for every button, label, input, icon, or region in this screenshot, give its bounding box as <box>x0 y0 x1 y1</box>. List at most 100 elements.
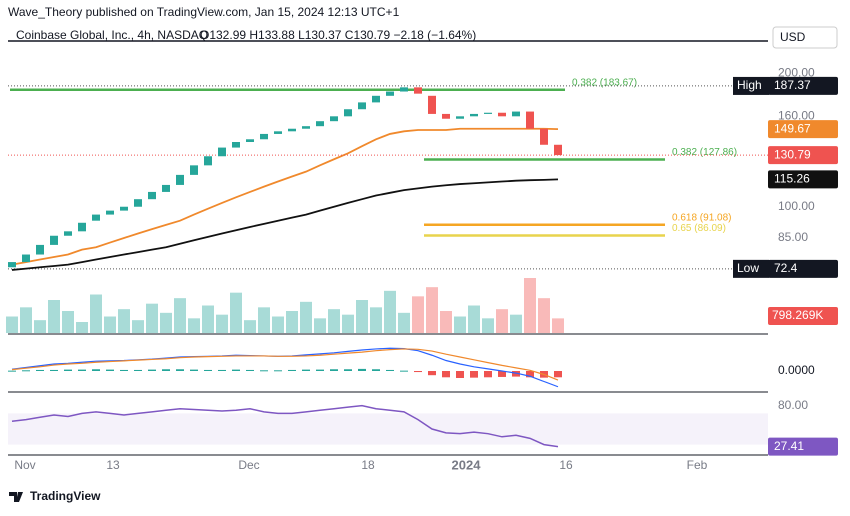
macd-histogram <box>512 371 520 377</box>
candle <box>176 174 184 185</box>
macd-histogram <box>8 370 16 372</box>
symbol: Coinbase Global, Inc., 4h, NASDAQ <box>16 28 208 42</box>
y-tick-label: 160.00 <box>778 108 815 122</box>
currency-button[interactable] <box>772 26 838 49</box>
candle <box>64 231 72 236</box>
currency[interactable]: USD <box>780 30 806 44</box>
volume-bar <box>258 307 270 333</box>
macd-histogram <box>36 369 44 371</box>
macd-histogram <box>498 371 506 377</box>
candle <box>50 235 58 245</box>
volume-bar <box>426 287 438 333</box>
y-tick-label: 100.00 <box>778 199 815 213</box>
candle <box>344 109 352 117</box>
macd-histogram <box>148 369 156 371</box>
x-tick-label: 13 <box>106 458 120 472</box>
volume-bar <box>34 320 46 333</box>
macd-histogram <box>470 371 478 378</box>
volume-bar <box>370 307 382 333</box>
macd-histogram <box>526 371 534 378</box>
candle <box>148 191 156 200</box>
candle <box>540 128 548 145</box>
x-tick-label: Nov <box>14 458 35 472</box>
price-label-box <box>768 437 838 456</box>
candle <box>386 91 394 96</box>
macd-histogram <box>344 369 352 371</box>
y-tick-label: 85.00 <box>778 230 808 244</box>
price-label: 27.41 <box>774 439 804 453</box>
volume-bar <box>398 312 410 333</box>
price-label-box <box>768 146 838 165</box>
volume-bar <box>286 311 298 333</box>
x-tick-label: 18 <box>361 458 375 472</box>
volume-bar <box>132 320 144 333</box>
volume-bar <box>440 311 452 333</box>
fib-label: 0.382 (183.67) <box>572 77 637 88</box>
candle <box>316 121 324 127</box>
rsi-band <box>8 413 768 445</box>
macd-histogram <box>120 369 128 371</box>
price-label: 130.79 <box>774 147 811 161</box>
candle <box>92 214 100 221</box>
candle <box>246 139 254 143</box>
volume-bar <box>216 314 228 333</box>
publisher: Wave_Theory published on TradingView.com… <box>8 5 400 19</box>
x-tick-label: Dec <box>238 458 259 472</box>
volume-bar <box>482 318 494 333</box>
macd-histogram <box>316 369 324 371</box>
volume-bar <box>552 318 564 333</box>
candle <box>372 95 380 103</box>
macd-histogram <box>204 369 212 371</box>
volume-bar <box>412 296 424 333</box>
volume-label: 798.269K <box>772 308 823 322</box>
price-label-box <box>768 120 838 139</box>
price-label-box <box>768 170 838 189</box>
price-label-box <box>768 76 838 95</box>
volume-bar <box>90 294 102 333</box>
y-tick-label: 0.0000 <box>778 363 815 377</box>
macd-histogram <box>232 369 240 371</box>
volume-bar <box>202 305 214 333</box>
volume-bar <box>174 298 186 333</box>
moving-average <box>11 178 559 271</box>
macd-histogram <box>554 371 562 378</box>
macd-histogram <box>386 369 394 371</box>
candle <box>78 222 86 232</box>
volume-bar <box>342 314 354 333</box>
candle <box>400 87 408 92</box>
macd-histogram <box>428 371 436 376</box>
candle <box>260 133 268 140</box>
ohlc: O132.99 H133.88 L130.37 C130.79 −2.18 (−… <box>200 28 476 42</box>
candle <box>190 165 198 175</box>
rsi-line <box>11 404 559 448</box>
macd-histogram <box>484 371 492 378</box>
volume-bar <box>104 316 116 333</box>
brand: TradingView <box>30 489 101 503</box>
macd-histogram <box>330 369 338 371</box>
macd-histogram <box>400 370 408 372</box>
fib-label: 0.618 (91.08) <box>672 212 732 223</box>
candle <box>8 262 16 268</box>
price-label: 72.4 <box>774 261 798 275</box>
price-label: 149.67 <box>774 121 811 135</box>
fib-label: 0.382 (127.86) <box>672 147 737 158</box>
candle <box>498 112 506 117</box>
x-tick-label: 16 <box>559 458 573 472</box>
candle <box>204 156 212 166</box>
candle <box>36 244 44 255</box>
volume-bar <box>496 309 508 333</box>
logo <box>9 492 23 502</box>
volume-bar <box>356 300 368 333</box>
volume-bar <box>118 309 130 333</box>
high-tag-text: High <box>737 78 762 92</box>
macd-histogram <box>218 369 226 371</box>
macd-histogram <box>302 369 310 371</box>
volume-bar <box>538 298 550 333</box>
price-label: 187.37 <box>774 78 811 92</box>
macd-histogram <box>50 369 58 371</box>
low-tag <box>733 259 769 278</box>
candle <box>106 210 114 215</box>
macd-histogram <box>176 369 184 371</box>
volume-bar <box>510 314 522 333</box>
volume-bar <box>272 316 284 333</box>
